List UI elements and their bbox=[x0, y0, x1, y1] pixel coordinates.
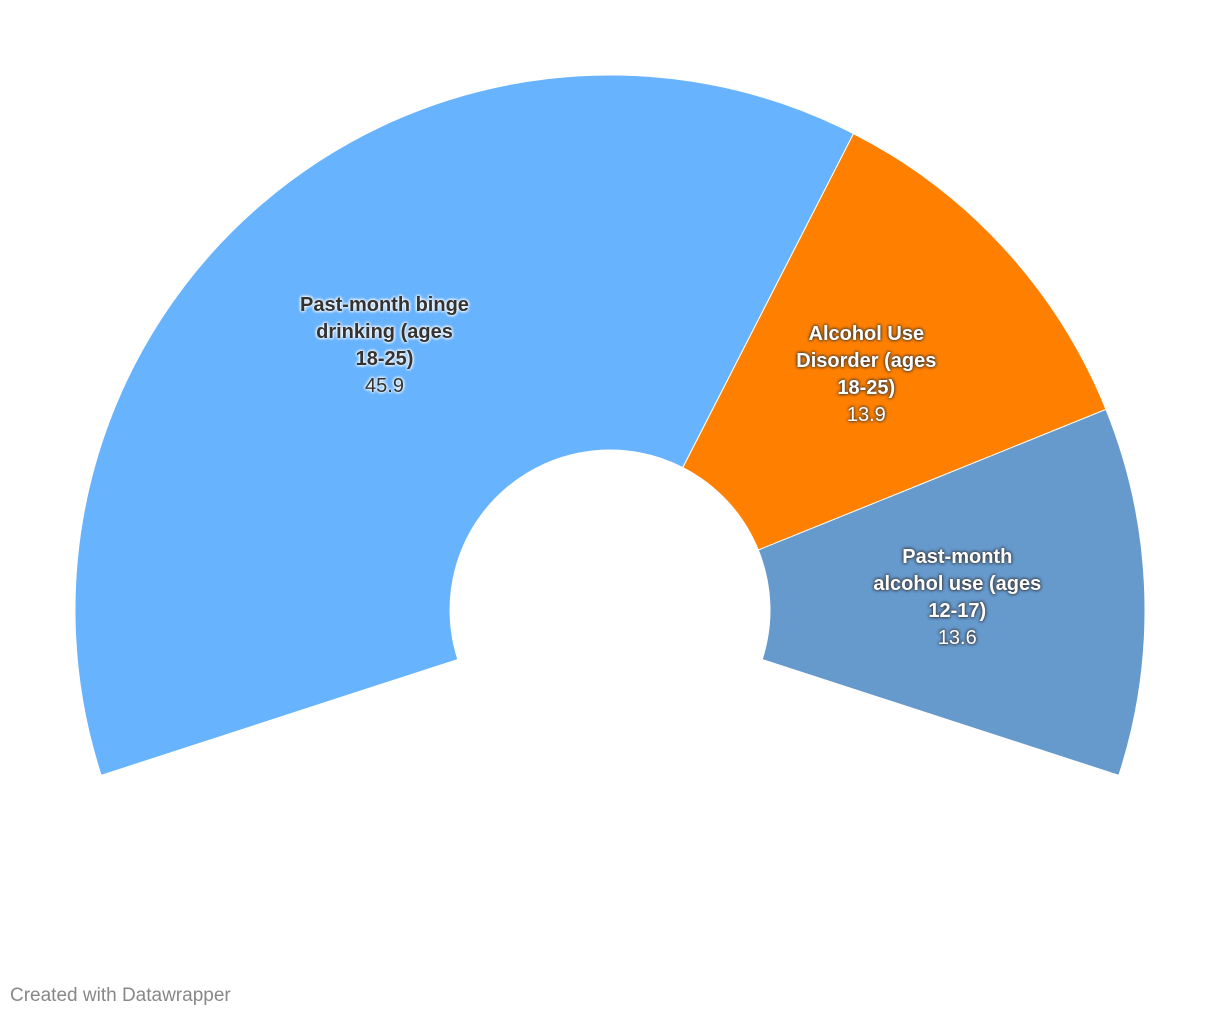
slice-label: Past-month binge drinking (ages 18-25) 45… bbox=[299, 292, 469, 400]
slice-value: 45.9 bbox=[365, 374, 404, 397]
slice bbox=[757, 408, 1146, 776]
slice-name: Past-month binge drinking (ages 18-25) bbox=[300, 293, 469, 370]
slice-value: 13.6 bbox=[937, 626, 977, 649]
slice-label: Alcohol Use Disorder (ages 18-25) 13.9 bbox=[781, 321, 951, 429]
slice-name: Past-month alcohol use (ages 12-17) bbox=[873, 545, 1042, 622]
slice bbox=[682, 132, 1107, 551]
slice-value: 13.9 bbox=[846, 404, 886, 427]
footer: Created with Datawrapper bbox=[10, 985, 231, 1006]
slice bbox=[74, 74, 855, 776]
slice-label: Past-month alcohol use (ages 12-17) 13.6 bbox=[872, 544, 1042, 652]
slice-name: Alcohol Use Disorder (ages 18-25) bbox=[796, 323, 937, 400]
